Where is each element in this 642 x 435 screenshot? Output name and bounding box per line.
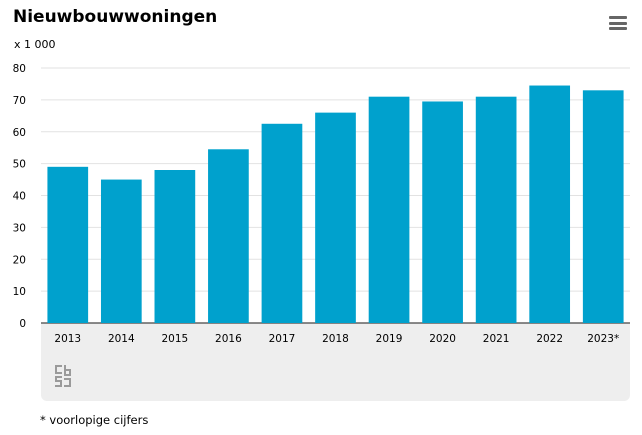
x-tick-label: 2022 — [536, 333, 563, 345]
x-tick-label: 2014 — [108, 333, 135, 345]
y-tick-label: 20 — [13, 254, 26, 266]
y-axis-unit-label: x 1 000 — [14, 38, 56, 51]
cbs-logo-icon — [55, 365, 71, 387]
y-tick-label: 10 — [13, 286, 26, 298]
bar-2022[interactable] — [529, 85, 571, 323]
bar-2021[interactable] — [475, 96, 517, 323]
hamburger-menu-icon[interactable] — [609, 16, 627, 30]
y-tick-label: 60 — [13, 127, 26, 139]
x-tick-label: 2023* — [587, 333, 619, 345]
bar-2015[interactable] — [154, 170, 196, 323]
bar-2016[interactable] — [208, 149, 249, 323]
bar-2023*[interactable] — [582, 90, 624, 323]
x-tick-label: 2015 — [161, 333, 188, 345]
x-tick-label: 2019 — [376, 333, 403, 345]
x-tick-label: 2020 — [429, 333, 456, 345]
bar-2018[interactable] — [315, 112, 356, 323]
bar-2017[interactable] — [261, 123, 303, 323]
bar-2014[interactable] — [100, 179, 142, 323]
bar-2013[interactable] — [47, 166, 89, 323]
y-tick-label: 30 — [13, 222, 26, 234]
y-tick-label: 80 — [13, 63, 26, 75]
x-tick-label: 2013 — [54, 333, 81, 345]
bar-2020[interactable] — [422, 101, 463, 323]
x-tick-label: 2018 — [322, 333, 349, 345]
y-tick-label: 50 — [13, 159, 26, 171]
y-tick-label: 70 — [13, 95, 26, 107]
x-axis-panel — [41, 323, 630, 401]
chart-title: Nieuwbouwwoningen — [13, 7, 218, 27]
y-tick-label: 40 — [13, 191, 26, 203]
footnote: * voorlopige cijfers — [40, 413, 149, 427]
x-tick-label: 2017 — [269, 333, 296, 345]
bar-2019[interactable] — [368, 96, 410, 323]
x-tick-label: 2016 — [215, 333, 242, 345]
y-tick-label: 0 — [19, 318, 26, 330]
x-tick-label: 2021 — [483, 333, 510, 345]
